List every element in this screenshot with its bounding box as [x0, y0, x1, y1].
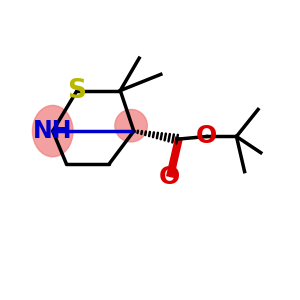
- Text: O: O: [196, 124, 218, 148]
- Text: NH: NH: [33, 119, 73, 143]
- Ellipse shape: [32, 105, 73, 157]
- Circle shape: [115, 110, 147, 142]
- Text: O: O: [158, 165, 179, 189]
- Text: S: S: [68, 78, 86, 104]
